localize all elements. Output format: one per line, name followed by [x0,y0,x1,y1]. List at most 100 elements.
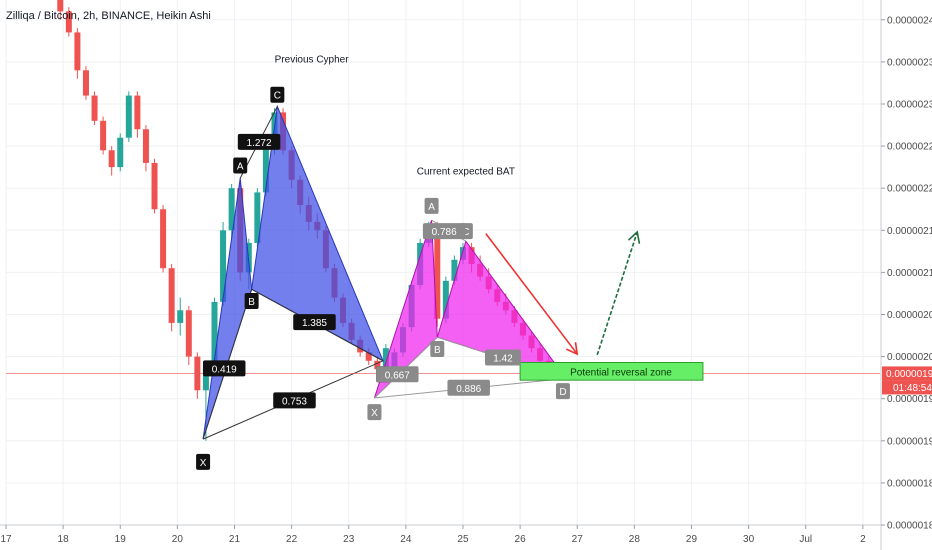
candle-body [65,11,72,33]
cypher-marker-a: A [237,161,244,172]
cypher-marker-box-x [196,453,211,470]
bat-marker-box-d [555,383,570,400]
candle-body [142,129,149,163]
bat-ratio-label: 0.886 [456,384,481,395]
x-tick-label: 2 [860,534,866,545]
candle-body [160,209,167,269]
candle-body [374,360,381,370]
candle-body [117,137,124,168]
candle-body [211,301,218,370]
x-tick-label: 19 [115,534,127,545]
y-tick-label: 0.00000205 [887,310,932,321]
x-tick-label: Jul [799,534,812,545]
trend-arrow-line [485,233,578,355]
bat-ratio-label: 0.667 [385,370,410,381]
x-tick-label: 24 [400,534,412,545]
cypher-marker-box-c [270,86,285,103]
x-axis-panel [0,525,932,550]
x-tick-label: 30 [743,534,755,545]
cypher-marker-x: X [200,458,207,469]
cypher-ratio-label: 1.385 [302,318,327,329]
bat-ratio-label: 1.42 [493,353,513,364]
candle-body [365,352,372,361]
cypher-marker-box-a [233,157,248,174]
candle-body [442,280,449,319]
x-tick-label: 17 [0,534,12,545]
x-tick-label: 23 [343,534,355,545]
candle-body [125,95,132,138]
cypher-ratio-box [202,360,246,377]
x-tick-label: 27 [572,534,584,545]
cypher-ratio-label: 0.753 [282,396,307,407]
bat-marker-box-b [430,341,445,358]
candle-body [168,268,175,323]
trend-arrow-head [627,230,641,244]
x-tick-label: 21 [229,534,241,545]
x-tick-label: 22 [286,534,298,545]
candle-body [228,188,235,231]
trend-arrow-head [565,342,579,356]
cypher-ratio-box [273,392,316,409]
candle-body [451,259,458,281]
candle-body [382,348,389,370]
annotation-text: Current expected BAT [417,167,515,178]
y-axis-panel [881,0,932,550]
candle-body [57,0,64,12]
candle-body [434,226,441,319]
candle-body [108,150,115,168]
candle-body [151,162,158,210]
y-tick-label: 0.00000240 [887,15,932,26]
bat-marker-box-x [367,404,382,421]
current-price-tag: 0.00000198 [886,369,932,380]
x-tick-label: 29 [686,534,698,545]
candle-body [220,230,227,302]
x-tick-label: 26 [515,534,527,545]
x-tick-label: 28 [629,534,641,545]
current-price-tag-box [882,366,932,381]
cypher-ratio-label: 1.272 [247,138,272,149]
y-tick-label: 0.00000235 [887,57,932,68]
candle-body [202,369,209,391]
x-tick-label: 18 [58,534,70,545]
bat-marker-d: D [559,387,566,398]
candle-body [100,120,107,151]
prz-box [519,361,704,381]
bat-marker-c: C [462,227,469,238]
candle-body [134,95,141,130]
bat-marker-box-a [424,197,439,214]
cypher-ratio-label: 0.419 [212,364,237,375]
y-tick-label: 0.00000225 [887,142,932,153]
prz-label: Potential reversal zone [570,367,672,378]
annotations: Potential reversal zone X A B C D 1.272 0.419 1.… [196,55,704,470]
cypher-ratio-box [237,133,281,150]
bat-marker-b: B [434,345,441,356]
y-tick-label: 0.00000215 [887,226,932,237]
countdown-tag: 01:48:54 [893,383,932,394]
candle-body [262,146,269,193]
x-tick-label: 20 [172,534,184,545]
bat-ratio-box [422,223,466,240]
candle-body [185,310,192,357]
bat-ratio-box [376,366,419,383]
trend-arrow-line [596,231,638,356]
candle-body [254,192,261,243]
candle-body [177,310,184,323]
cypher-marker-c: C [274,91,281,102]
y-tick-label: 0.00000185 [887,478,932,489]
cypher-ratio-box [293,314,336,331]
bat-ratio-box [447,379,490,396]
chart-title: Zilliqa / Bitcoin, 2h, BINANCE, Heikin A… [6,10,211,22]
annotation-text: Previous Cypher [275,55,350,66]
bat-ratio-box [484,349,521,366]
bat-marker-x: X [371,408,378,419]
cypher-marker-box-b [244,293,259,310]
